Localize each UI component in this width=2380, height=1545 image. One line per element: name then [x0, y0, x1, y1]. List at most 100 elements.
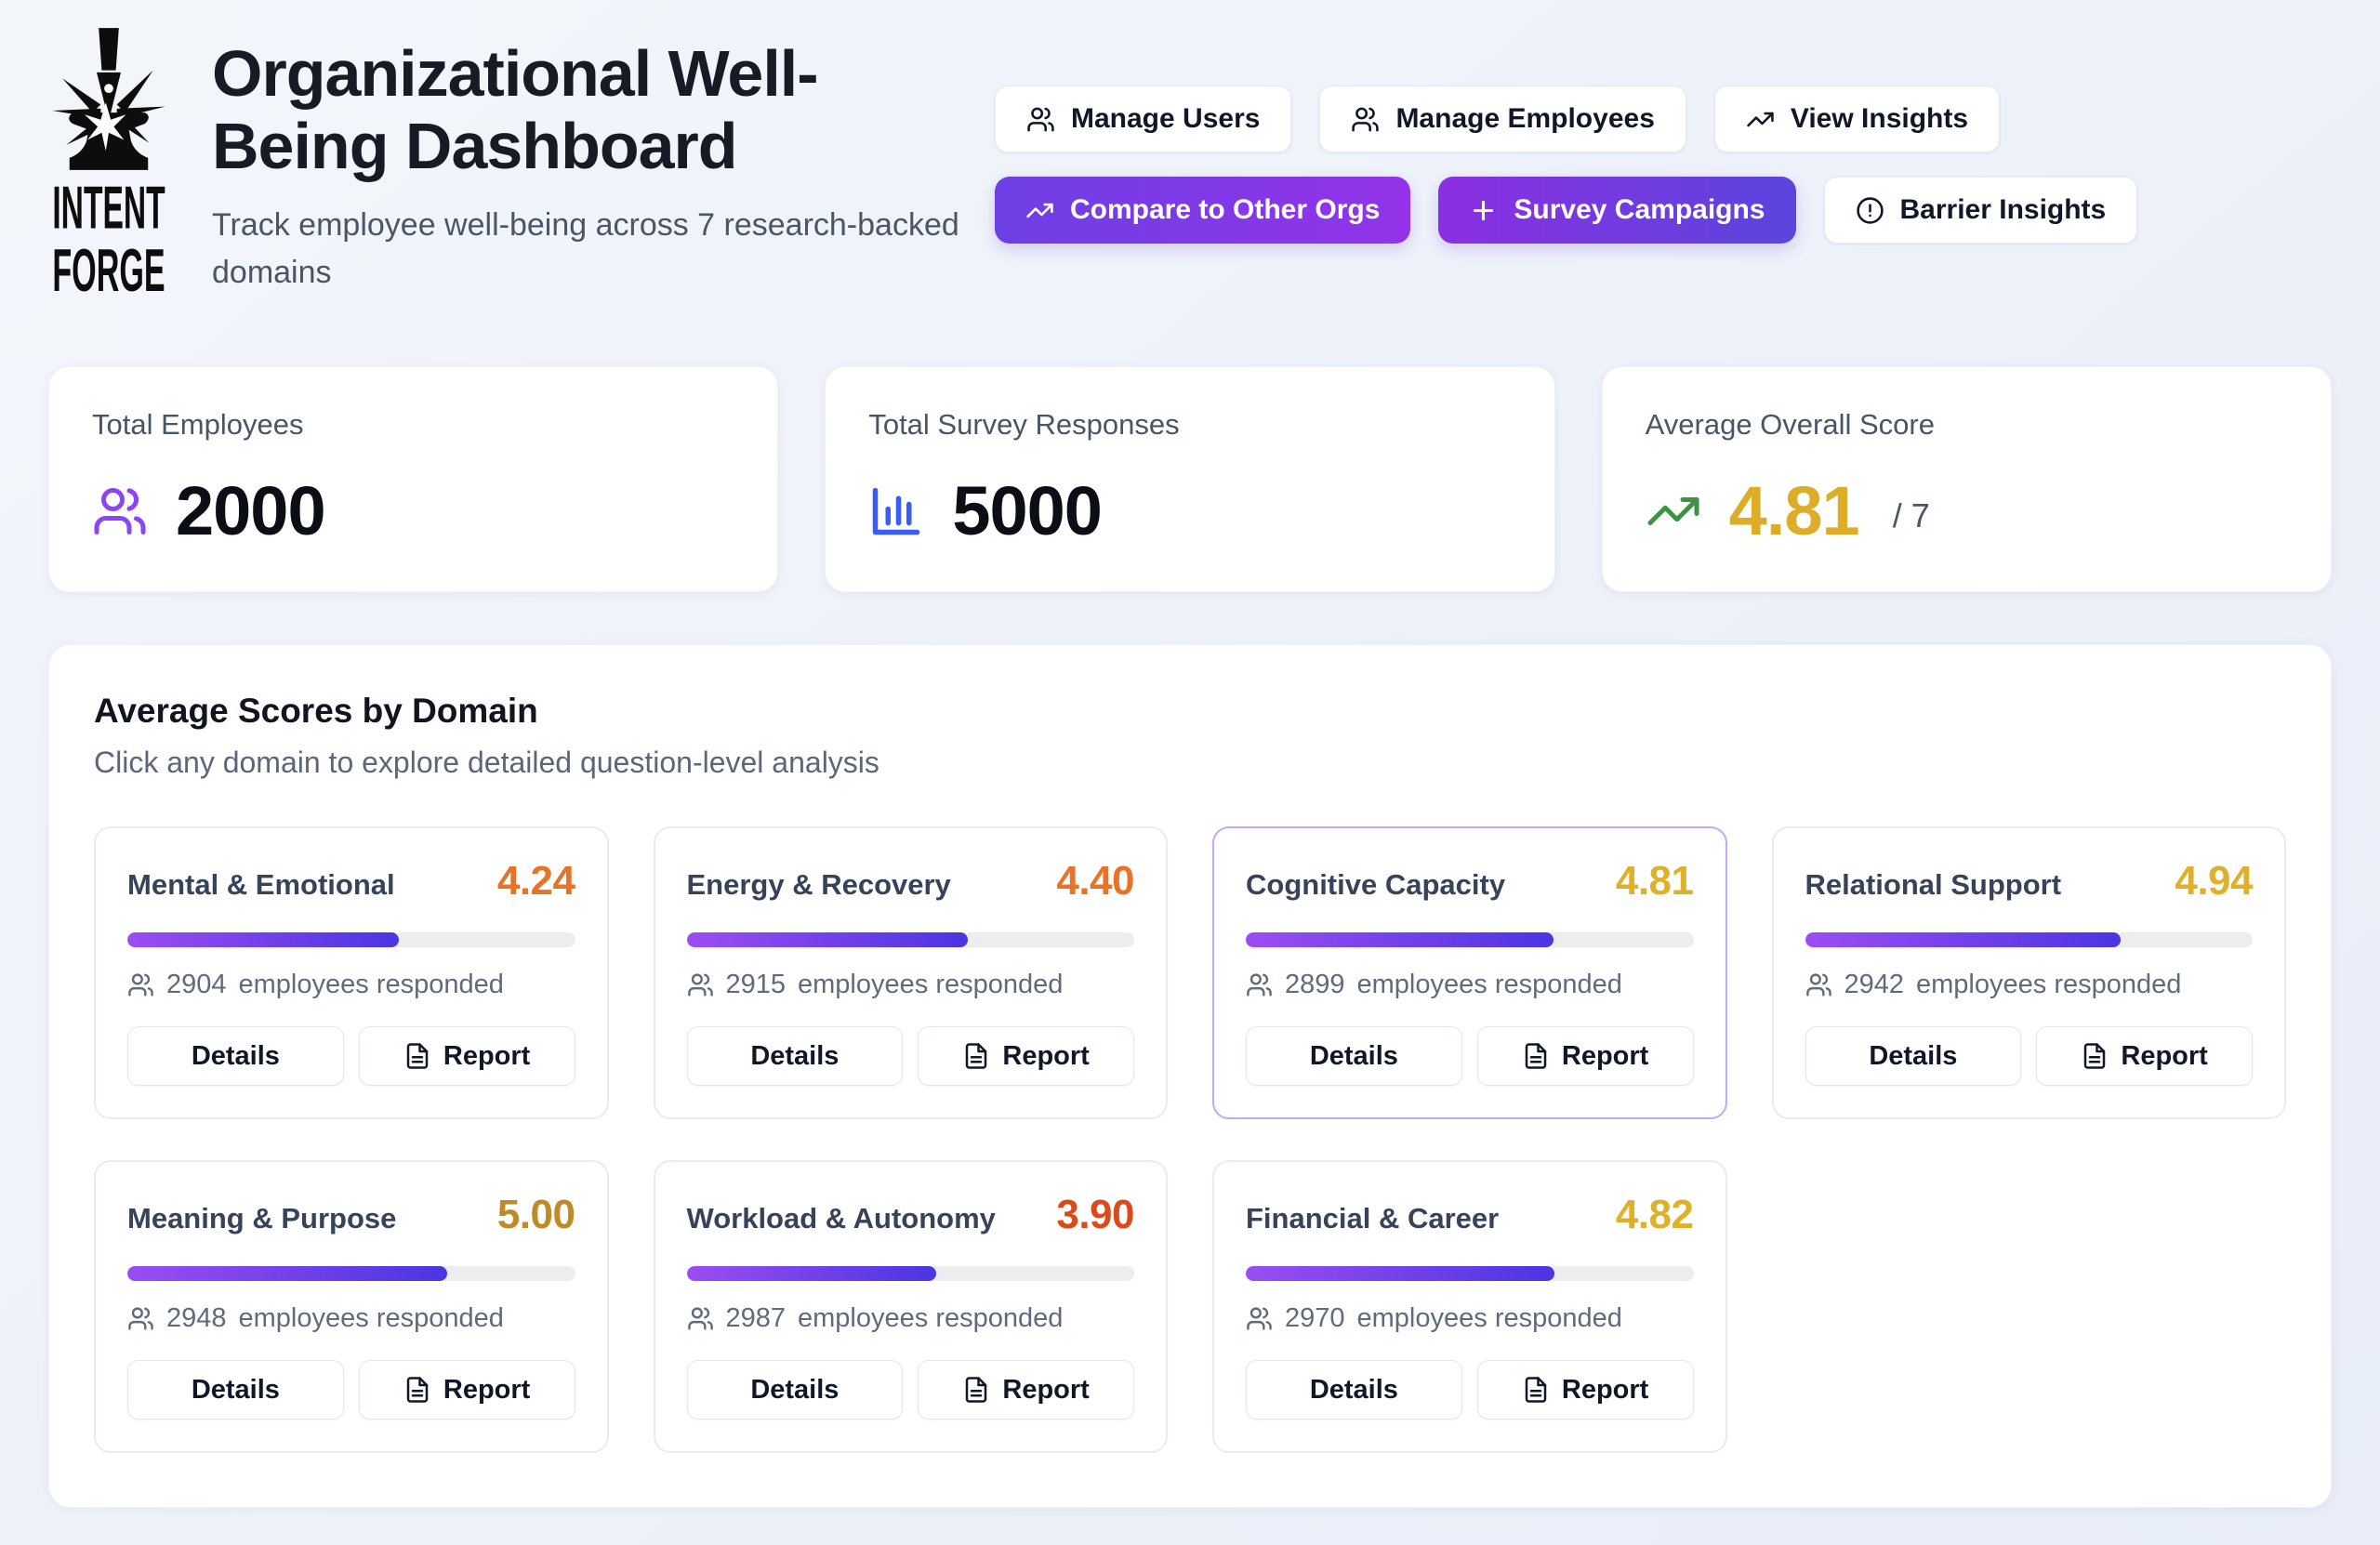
view-insights-button[interactable]: View Insights: [1713, 86, 2001, 152]
domain-score: 4.81: [1615, 858, 1694, 904]
domain-name: Workload & Autonomy: [686, 1202, 996, 1235]
users-icon: [128, 973, 153, 997]
total-survey-responses-value: 5000: [952, 472, 1103, 549]
stat-label: Average Overall Score: [1645, 408, 1935, 441]
users-icon: [687, 1307, 713, 1330]
domain-score: 3.90: [1056, 1192, 1134, 1237]
total-employees-value: 2000: [176, 472, 326, 549]
trending-up-icon: [1646, 483, 1701, 539]
page-subtitle: Track employee well-being across 7 resea…: [212, 206, 959, 290]
compare-to-other-orgs-button[interactable]: Compare to Other Orgs: [995, 177, 1411, 244]
report-button-label: Report: [1561, 1040, 1649, 1071]
report-button-label: Report: [2121, 1040, 2208, 1071]
domain-responded-count: 2915: [725, 970, 787, 999]
domain-score: 4.40: [1056, 858, 1134, 904]
file-text-icon: [966, 1043, 987, 1069]
domain-progress-track: [1805, 932, 2253, 947]
stats-row: Total Employees 2000 Total Survey Respon…: [48, 366, 2332, 592]
domain-responded-suffix: employees responded: [798, 970, 1064, 999]
manage-employees-button[interactable]: Manage Employees: [1319, 86, 1686, 152]
header-actions: Manage Users Manage Employees View Insig…: [995, 86, 2138, 244]
users-icon: [687, 973, 713, 997]
domain-progress-track: [686, 1266, 1134, 1281]
domain-progress-track: [1246, 932, 1694, 947]
logo-text-forge: FORGE: [52, 236, 165, 304]
file-text-icon: [2084, 1043, 2106, 1069]
report-button[interactable]: Report: [2036, 1026, 2253, 1086]
domain-name: Relational Support: [1805, 868, 2062, 901]
domain-card[interactable]: Workload & Autonomy 3.90 2987 employees …: [653, 1160, 1168, 1453]
title-block: Organizational Well-Being Dashboard Trac…: [212, 37, 995, 297]
plus-icon: [1474, 200, 1494, 220]
domain-responded-suffix: employees responded: [238, 1303, 504, 1333]
details-button[interactable]: Details: [686, 1360, 904, 1420]
domain-responded-suffix: employees responded: [1916, 970, 2182, 999]
domain-progress-fill: [1805, 932, 2122, 947]
domain-responded: 2942 employees responded: [1805, 970, 2254, 1000]
domain-responded-suffix: employees responded: [1356, 1303, 1622, 1333]
report-button[interactable]: Report: [358, 1026, 575, 1086]
domain-card[interactable]: Cognitive Capacity 4.81 2899 employees r…: [1212, 826, 1727, 1119]
report-button-label: Report: [1002, 1374, 1090, 1405]
domain-responded: 2970 employees responded: [1246, 1303, 1694, 1334]
total-employees-card: Total Employees 2000: [48, 366, 779, 592]
users-icon: [1247, 1307, 1272, 1330]
domain-responded-suffix: employees responded: [1356, 970, 1622, 999]
domain-card[interactable]: Meaning & Purpose 5.00 2948 employees re…: [94, 1160, 609, 1453]
domain-progress-track: [686, 932, 1134, 947]
domain-name: Energy & Recovery: [686, 868, 951, 901]
domain-progress-fill: [686, 932, 969, 947]
domain-card[interactable]: Financial & Career 4.82 2970 employees r…: [1212, 1160, 1727, 1453]
details-button[interactable]: Details: [127, 1360, 344, 1420]
domain-card[interactable]: Energy & Recovery 4.40 2915 employees re…: [653, 826, 1168, 1119]
domain-score: 5.00: [496, 1192, 575, 1237]
report-button[interactable]: Report: [918, 1026, 1134, 1086]
domain-responded-count: 2987: [725, 1303, 787, 1333]
domain-score: 4.82: [1615, 1192, 1694, 1237]
domain-responded-suffix: employees responded: [798, 1303, 1064, 1333]
users-icon: [1027, 107, 1054, 131]
domain-responded: 2948 employees responded: [127, 1303, 575, 1334]
average-overall-score-value: 4.81: [1728, 472, 1860, 549]
total-survey-responses-card: Total Survey Responses 5000: [825, 366, 1555, 592]
bar-chart-icon: [868, 483, 924, 539]
report-button-label: Report: [443, 1374, 531, 1405]
file-text-icon: [966, 1377, 987, 1403]
domain-responded: 2915 employees responded: [687, 970, 1135, 1000]
users-icon: [1805, 973, 1831, 997]
header-actions-row-1: Manage Users Manage Employees View Insig…: [995, 86, 2137, 152]
report-button-label: Report: [1561, 1374, 1649, 1405]
users-icon: [1247, 973, 1272, 997]
report-button[interactable]: Report: [1476, 1026, 1694, 1086]
view-insights-label: View Insights: [1790, 103, 1969, 134]
alert-circle-icon: [1856, 196, 1884, 224]
domain-name: Cognitive Capacity: [1246, 868, 1506, 901]
header: INTENT FORGE Organizational Well-Being D…: [48, 26, 2332, 305]
domain-responded-count: 2899: [1285, 970, 1345, 999]
domain-card[interactable]: Relational Support 4.94 2942 employees r…: [1771, 826, 2286, 1119]
file-text-icon: [1525, 1377, 1547, 1403]
domain-responded: 2904 employees responded: [127, 970, 575, 1000]
details-button[interactable]: Details: [1246, 1360, 1462, 1420]
barrier-insights-button[interactable]: Barrier Insights: [1823, 177, 2138, 244]
domains-panel-title: Average Scores by Domain: [94, 692, 538, 730]
report-button[interactable]: Report: [358, 1360, 575, 1420]
details-button[interactable]: Details: [686, 1026, 904, 1086]
users-icon: [128, 1307, 153, 1330]
survey-campaigns-button[interactable]: Survey Campaigns: [1438, 177, 1796, 244]
trending-up-icon: [1747, 112, 1774, 126]
file-text-icon: [406, 1043, 429, 1069]
report-button[interactable]: Report: [918, 1360, 1134, 1420]
report-button[interactable]: Report: [1476, 1360, 1694, 1420]
manage-users-button[interactable]: Manage Users: [995, 86, 1292, 152]
trending-up-icon: [1026, 203, 1053, 218]
details-button[interactable]: Details: [127, 1026, 344, 1086]
domain-card[interactable]: Mental & Emotional 4.24 2904 employees r…: [94, 826, 609, 1119]
details-button[interactable]: Details: [1246, 1026, 1462, 1086]
domain-progress-fill: [127, 1266, 447, 1281]
domain-progress-fill: [1246, 1266, 1554, 1281]
compare-label: Compare to Other Orgs: [1070, 194, 1381, 225]
domain-score: 4.24: [496, 858, 575, 904]
details-button[interactable]: Details: [1805, 1026, 2022, 1086]
